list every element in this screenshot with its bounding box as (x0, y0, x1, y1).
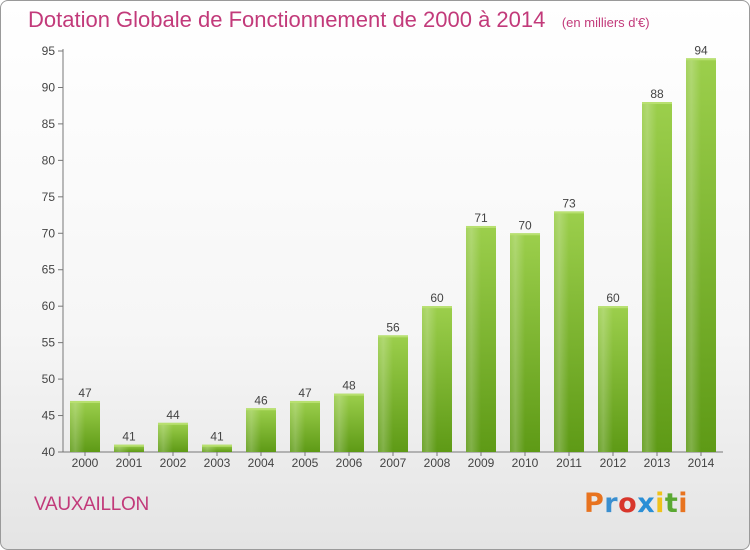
y-tick-label: 50 (42, 372, 56, 386)
bar-highlight (290, 400, 305, 452)
bar-highlight (422, 306, 437, 452)
logo-letter: i (678, 488, 689, 519)
bar-top-edge (202, 444, 232, 447)
y-tick-label: 70 (42, 226, 56, 240)
bar-value-label: 47 (78, 386, 92, 400)
bar-value-label: 44 (166, 408, 180, 422)
bar-top-edge (598, 306, 628, 309)
commune-name: VAUXAILLON (34, 494, 149, 515)
y-tick-label: 85 (42, 117, 56, 131)
logo-letter: o (618, 488, 638, 519)
logo-letter: t (664, 488, 679, 519)
y-tick-label: 80 (42, 153, 56, 167)
y-tick-label: 60 (42, 299, 56, 313)
bar-top-edge (114, 444, 144, 447)
label-layer: 47 41 44 41 46 47 48 56 60 71 70 73 60 88 94 (78, 43, 708, 443)
y-tick-label: 95 (42, 44, 56, 58)
x-tick-label: 2007 (380, 456, 407, 470)
bar-top-edge (290, 400, 320, 403)
bar-highlight (114, 444, 129, 452)
bar-top-edge (642, 102, 672, 105)
bar-highlight (334, 393, 349, 452)
x-tick-label: 2010 (512, 456, 539, 470)
x-tick-label: 2013 (644, 456, 671, 470)
y-tick-label: 45 (42, 409, 56, 423)
bar-top-edge (466, 225, 496, 228)
proxiti-logo: Proxiti (584, 488, 688, 519)
bar-highlight (246, 408, 261, 452)
bar-top-edge (422, 306, 452, 309)
logo-letter: r (604, 488, 619, 519)
bar-value-label: 88 (650, 87, 664, 101)
x-tick-label: 2012 (600, 456, 627, 470)
bar-highlight (202, 444, 217, 452)
x-tick-label: 2002 (160, 456, 187, 470)
x-tick-label: 2001 (116, 456, 143, 470)
bar-top-edge (510, 233, 540, 236)
x-tick-label: 2011 (556, 456, 582, 470)
axis-layer: 40 45 50 55 60 65 70 75 80 85 90 95 2000 2001 2002 2003… (42, 44, 723, 470)
bar-highlight (378, 335, 393, 452)
bar-value-label: 41 (122, 430, 136, 444)
y-tick-label: 90 (42, 80, 56, 94)
bar-highlight (598, 306, 613, 452)
x-tick-label: 2003 (204, 456, 231, 470)
bar-top-edge (70, 400, 100, 403)
x-tick-label: 2008 (424, 456, 451, 470)
bar-value-label: 60 (606, 291, 620, 305)
logo-letter: x (637, 488, 656, 519)
bar-layer (70, 58, 716, 453)
bar-value-label: 71 (474, 211, 488, 225)
y-tick-label: 75 (42, 190, 56, 204)
bar-top-edge (686, 58, 716, 61)
logo-letter: i (655, 488, 665, 519)
x-tick-label: 2000 (72, 456, 99, 470)
y-tick-label: 55 (42, 336, 56, 350)
bar-highlight (70, 400, 85, 452)
y-tick-label: 40 (42, 445, 56, 459)
x-tick-label: 2005 (292, 456, 319, 470)
bar-highlight (686, 58, 701, 453)
logo-letter: P (584, 488, 605, 519)
bar-top-edge (378, 335, 408, 338)
bar-value-label: 48 (342, 379, 356, 393)
bar-top-edge (158, 422, 188, 425)
bar-highlight (510, 233, 525, 452)
x-tick-label: 2004 (248, 456, 275, 470)
bar-top-edge (554, 211, 584, 214)
bar-value-label: 70 (518, 218, 532, 232)
chart-unit: (en milliers d'€) (561, 15, 650, 30)
chart-title-block: Dotation Globale de Fonctionnement de 20… (28, 7, 650, 33)
bar-highlight (642, 102, 657, 452)
bar-highlight (554, 211, 569, 452)
bar-value-label: 73 (562, 196, 576, 210)
bar-value-label: 56 (386, 320, 400, 334)
bar-top-edge (246, 408, 276, 411)
bar-value-label: 46 (254, 393, 268, 407)
bar-top-edge (334, 393, 364, 396)
bar-value-label: 94 (694, 43, 708, 57)
x-tick-label: 2009 (468, 456, 495, 470)
bar-highlight (466, 225, 481, 452)
bar-value-label: 60 (430, 291, 444, 305)
bar-value-label: 41 (210, 430, 224, 444)
bar-highlight (158, 422, 173, 452)
y-tick-label: 65 (42, 263, 56, 277)
bar-value-label: 47 (298, 386, 312, 400)
x-tick-label: 2006 (336, 456, 363, 470)
x-tick-label: 2014 (688, 456, 715, 470)
chart-title: Dotation Globale de Fonctionnement de 20… (28, 7, 546, 32)
